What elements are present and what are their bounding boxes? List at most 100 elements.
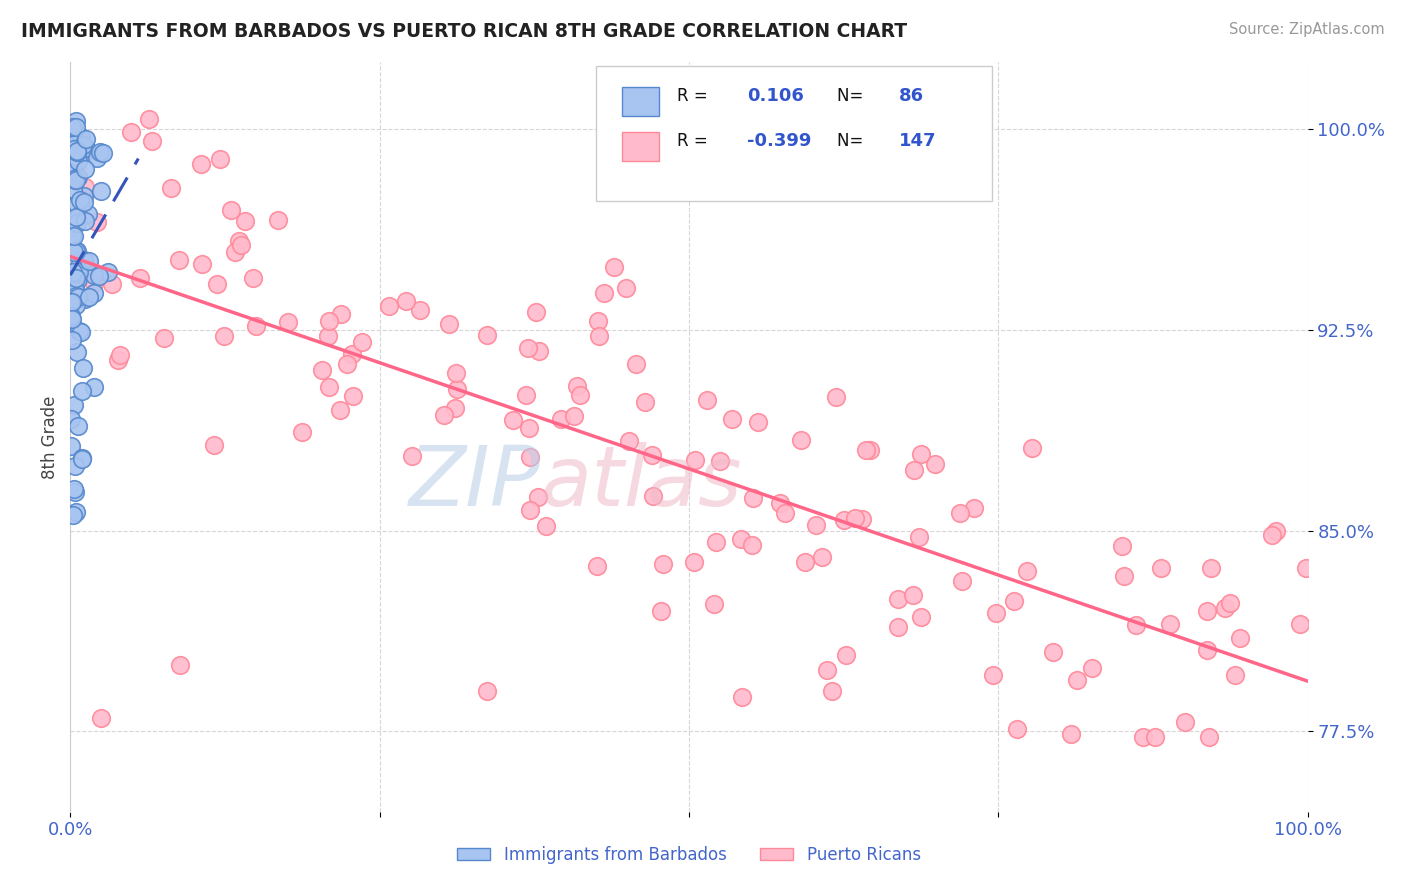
Point [519, 503, 541, 517]
Point [75, 132, 97, 146]
Point [159, 181, 181, 195]
Point [62, 161, 84, 176]
Point [65, 120, 87, 135]
Point [515, 388, 537, 402]
Point [169, 657, 191, 672]
Point [120, 125, 142, 139]
Point [949, 506, 972, 520]
Point [502, 413, 524, 427]
Text: 0.106: 0.106 [747, 87, 804, 105]
Point [569, 388, 592, 402]
Point [910, 610, 932, 624]
Point [794, 555, 817, 569]
Point [66, 145, 89, 159]
Point [63, 171, 86, 186]
Point [65, 216, 87, 230]
Point [66, 345, 89, 359]
Point [811, 549, 834, 564]
Point [60, 309, 83, 323]
Point [311, 362, 333, 376]
Point [586, 314, 609, 328]
Text: N=: N= [838, 87, 869, 105]
Point [67, 324, 90, 338]
Point [89, 145, 111, 159]
Point [643, 489, 665, 503]
Point [329, 307, 352, 321]
Point [516, 341, 538, 355]
Point [205, 277, 228, 291]
Point [747, 415, 769, 429]
Text: 86: 86 [900, 87, 924, 105]
Point [318, 379, 340, 393]
Point [63, 484, 86, 499]
Text: -0.399: -0.399 [747, 132, 811, 150]
Text: atlas: atlas [540, 442, 742, 523]
Point [851, 511, 873, 525]
Point [90, 184, 112, 198]
Point [62, 147, 84, 161]
Point [565, 379, 588, 393]
Point [63, 265, 86, 279]
Point [526, 490, 548, 504]
Point [72, 137, 94, 152]
Point [73, 213, 96, 227]
Point [63, 126, 86, 140]
Point [1060, 727, 1083, 741]
Point [77, 254, 100, 268]
Point [73, 188, 96, 202]
Point [83, 268, 105, 283]
Point [981, 668, 1004, 682]
Point [69, 194, 91, 208]
Point [769, 496, 792, 510]
Point [741, 538, 763, 552]
Point [641, 448, 664, 462]
Point [66, 144, 89, 158]
Point [138, 112, 160, 126]
Point [62, 288, 84, 302]
Point [806, 517, 828, 532]
Point [60, 294, 83, 309]
Point [70, 450, 93, 465]
Point [66, 153, 89, 168]
Text: ZIP: ZIP [409, 442, 540, 523]
Point [651, 558, 673, 572]
Text: 147: 147 [900, 132, 936, 150]
Point [202, 438, 225, 452]
Point [72, 147, 94, 161]
Point [70, 384, 93, 398]
Point [128, 270, 150, 285]
Point [66, 196, 89, 211]
Point [963, 501, 986, 516]
Point [59, 218, 82, 232]
Point [97, 264, 120, 278]
Point [1125, 618, 1147, 632]
Point [110, 347, 132, 361]
Point [60, 160, 83, 174]
Point [62, 508, 84, 522]
Point [352, 335, 374, 350]
Point [73, 253, 96, 268]
Point [550, 412, 572, 426]
Point [245, 319, 267, 334]
Point [65, 285, 87, 299]
Point [1002, 594, 1025, 608]
Point [66, 244, 89, 258]
Point [1111, 540, 1133, 554]
Point [1174, 714, 1197, 729]
Point [409, 302, 432, 317]
Point [950, 574, 973, 589]
Point [62, 264, 84, 278]
Point [709, 454, 731, 468]
Point [603, 260, 626, 275]
Point [316, 329, 339, 343]
Legend: Immigrants from Barbados, Puerto Ricans: Immigrants from Barbados, Puerto Ricans [450, 839, 928, 871]
Point [903, 588, 925, 602]
Point [70, 452, 93, 467]
Point [335, 358, 357, 372]
Point [395, 294, 418, 309]
Point [1289, 616, 1312, 631]
Point [224, 244, 246, 259]
Text: IMMIGRANTS FROM BARBADOS VS PUERTO RICAN 8TH GRADE CORRELATION CHART: IMMIGRANTS FROM BARBADOS VS PUERTO RICAN… [21, 22, 907, 41]
Point [340, 346, 363, 360]
Point [529, 343, 551, 358]
